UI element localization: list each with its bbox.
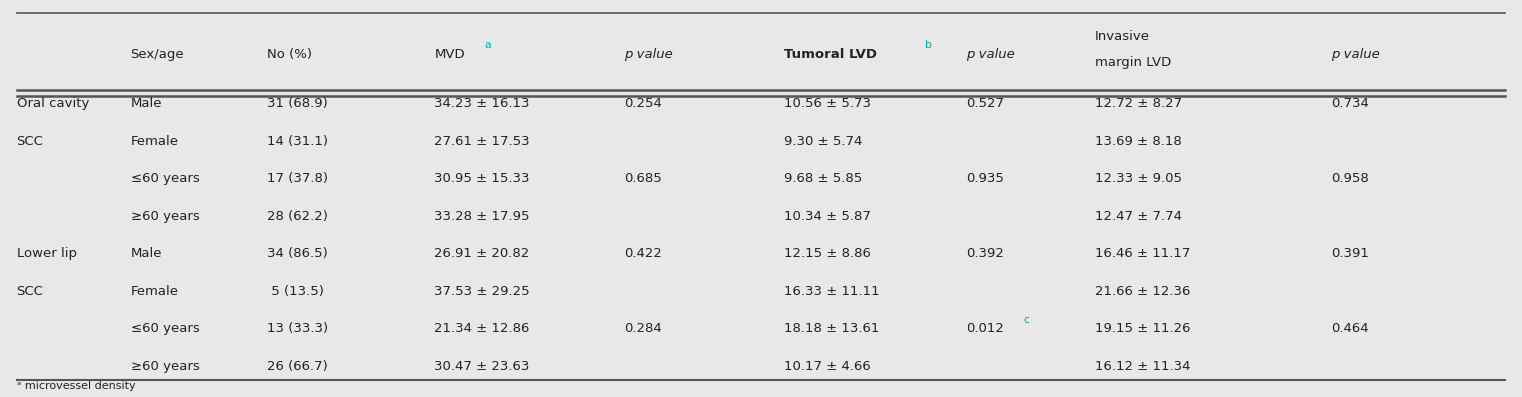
Text: p value: p value xyxy=(966,48,1015,61)
Text: ≥60 years: ≥60 years xyxy=(131,360,199,372)
Text: 34 (86.5): 34 (86.5) xyxy=(268,247,329,260)
Text: 27.61 ± 17.53: 27.61 ± 17.53 xyxy=(434,135,530,148)
Text: 17 (37.8): 17 (37.8) xyxy=(268,172,329,185)
Text: Oral cavity: Oral cavity xyxy=(17,97,88,110)
Text: 0.958: 0.958 xyxy=(1330,172,1368,185)
Text: 9.68 ± 5.85: 9.68 ± 5.85 xyxy=(784,172,861,185)
Text: p value: p value xyxy=(624,48,673,61)
Text: 16.46 ± 11.17: 16.46 ± 11.17 xyxy=(1096,247,1190,260)
Text: 0.392: 0.392 xyxy=(966,247,1005,260)
Text: 0.422: 0.422 xyxy=(624,247,662,260)
Text: 34.23 ± 16.13: 34.23 ± 16.13 xyxy=(434,97,530,110)
Text: 0.935: 0.935 xyxy=(966,172,1005,185)
Text: 0.685: 0.685 xyxy=(624,172,662,185)
Text: MVD: MVD xyxy=(434,48,466,61)
Text: ≤60 years: ≤60 years xyxy=(131,172,199,185)
Text: 33.28 ± 17.95: 33.28 ± 17.95 xyxy=(434,210,530,223)
Text: p value: p value xyxy=(1330,48,1379,61)
Text: 13 (33.3): 13 (33.3) xyxy=(268,322,329,335)
Text: Female: Female xyxy=(131,285,178,298)
Text: Lower lip: Lower lip xyxy=(17,247,76,260)
Text: ≥60 years: ≥60 years xyxy=(131,210,199,223)
Text: 10.17 ± 4.66: 10.17 ± 4.66 xyxy=(784,360,871,372)
Text: 37.53 ± 29.25: 37.53 ± 29.25 xyxy=(434,285,530,298)
Text: 30.47 ± 23.63: 30.47 ± 23.63 xyxy=(434,360,530,372)
Text: margin LVD: margin LVD xyxy=(1096,56,1172,69)
Text: 0.391: 0.391 xyxy=(1330,247,1368,260)
Text: 12.33 ± 9.05: 12.33 ± 9.05 xyxy=(1096,172,1183,185)
Text: Sex/age: Sex/age xyxy=(131,48,184,61)
Text: 28 (62.2): 28 (62.2) xyxy=(268,210,329,223)
Text: 16.33 ± 11.11: 16.33 ± 11.11 xyxy=(784,285,880,298)
Text: 0.527: 0.527 xyxy=(966,97,1005,110)
Text: 12.15 ± 8.86: 12.15 ± 8.86 xyxy=(784,247,871,260)
Text: SCC: SCC xyxy=(17,135,44,148)
Text: 13.69 ± 8.18: 13.69 ± 8.18 xyxy=(1096,135,1183,148)
Text: Invasive: Invasive xyxy=(1096,30,1151,43)
Text: Tumoral LVD: Tumoral LVD xyxy=(784,48,877,61)
Text: 12.72 ± 8.27: 12.72 ± 8.27 xyxy=(1096,97,1183,110)
Text: 10.34 ± 5.87: 10.34 ± 5.87 xyxy=(784,210,871,223)
Text: 0.464: 0.464 xyxy=(1330,322,1368,335)
Text: 9.30 ± 5.74: 9.30 ± 5.74 xyxy=(784,135,861,148)
Text: 30.95 ± 15.33: 30.95 ± 15.33 xyxy=(434,172,530,185)
Text: c: c xyxy=(1024,315,1029,325)
Text: 14 (31.1): 14 (31.1) xyxy=(268,135,329,148)
Text: 21.34 ± 12.86: 21.34 ± 12.86 xyxy=(434,322,530,335)
Text: b: b xyxy=(925,40,931,50)
Text: 10.56 ± 5.73: 10.56 ± 5.73 xyxy=(784,97,871,110)
Text: ≤60 years: ≤60 years xyxy=(131,322,199,335)
Text: 31 (68.9): 31 (68.9) xyxy=(268,97,329,110)
Text: No (%): No (%) xyxy=(268,48,312,61)
Text: 26 (66.7): 26 (66.7) xyxy=(268,360,329,372)
Text: Female: Female xyxy=(131,135,178,148)
Text: 19.15 ± 11.26: 19.15 ± 11.26 xyxy=(1096,322,1190,335)
Text: 0.012: 0.012 xyxy=(966,322,1005,335)
Text: SCC: SCC xyxy=(17,285,44,298)
Text: 26.91 ± 20.82: 26.91 ± 20.82 xyxy=(434,247,530,260)
Text: 0.734: 0.734 xyxy=(1330,97,1368,110)
Text: 5 (13.5): 5 (13.5) xyxy=(268,285,324,298)
Text: 0.284: 0.284 xyxy=(624,322,662,335)
Text: 0.254: 0.254 xyxy=(624,97,662,110)
Text: Male: Male xyxy=(131,97,161,110)
Text: ᵃ microvessel density: ᵃ microvessel density xyxy=(17,381,135,391)
Text: 18.18 ± 13.61: 18.18 ± 13.61 xyxy=(784,322,880,335)
Text: 12.47 ± 7.74: 12.47 ± 7.74 xyxy=(1096,210,1183,223)
Text: Male: Male xyxy=(131,247,161,260)
Text: a: a xyxy=(484,40,492,50)
Text: 21.66 ± 12.36: 21.66 ± 12.36 xyxy=(1096,285,1190,298)
Text: 16.12 ± 11.34: 16.12 ± 11.34 xyxy=(1096,360,1190,372)
